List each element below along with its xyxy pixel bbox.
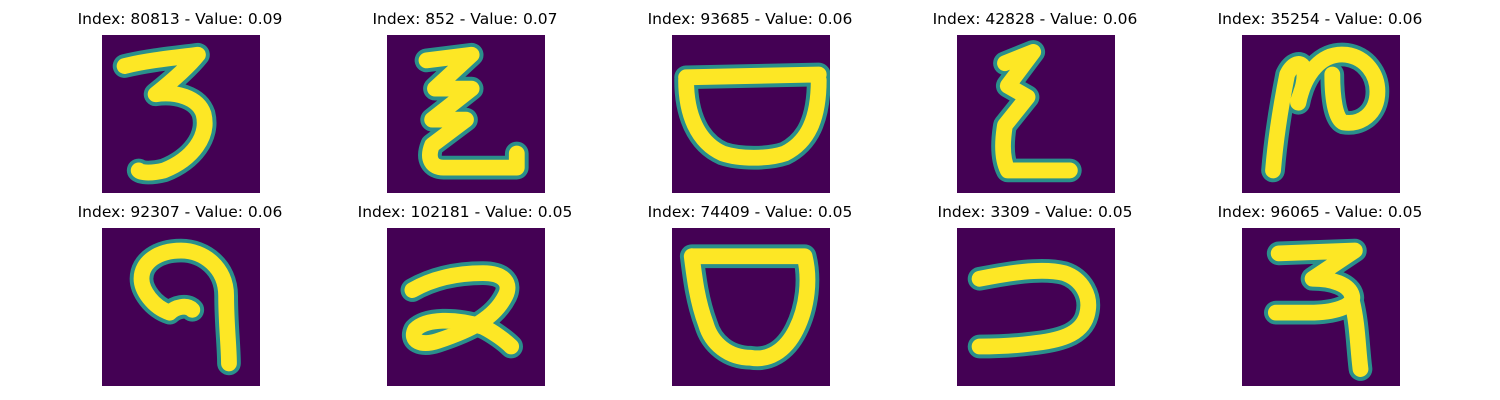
- panel-title: Index: 96065 - Value: 0.05: [1190, 203, 1450, 225]
- glyph-digit-3: [102, 35, 260, 193]
- panel-7: Index: 102181 - Value: 0.05: [335, 203, 595, 383]
- panel-title: Index: 92307 - Value: 0.06: [50, 203, 310, 225]
- glyph-looped-2: [387, 228, 545, 386]
- panel-9: Index: 3309 - Value: 0.05: [905, 203, 1165, 383]
- glyph-reverse-c: [957, 228, 1115, 386]
- panel-8: Index: 74409 - Value: 0.05: [620, 203, 880, 383]
- digit-image: [672, 35, 830, 193]
- glyph-loop-n: [1242, 35, 1400, 193]
- digit-image: [672, 228, 830, 386]
- glyph-cup: [672, 228, 830, 386]
- panel-title: Index: 3309 - Value: 0.05: [905, 203, 1165, 225]
- digit-image: [387, 228, 545, 386]
- glyph-bowl: [672, 35, 830, 193]
- panel-1: Index: 80813 - Value: 0.09: [50, 10, 310, 190]
- glyph-ra: [1242, 228, 1400, 386]
- digit-image: [957, 228, 1115, 386]
- digit-image: [102, 228, 260, 386]
- glyph-zigzag-z: [387, 35, 545, 193]
- digit-image: [1242, 35, 1400, 193]
- panel-title: Index: 80813 - Value: 0.09: [50, 10, 310, 32]
- panel-title: Index: 42828 - Value: 0.06: [905, 10, 1165, 32]
- panel-title: Index: 852 - Value: 0.07: [335, 10, 595, 32]
- panel-2: Index: 852 - Value: 0.07: [335, 10, 595, 190]
- glyph-small-zigzag: [957, 35, 1115, 193]
- panel-10: Index: 96065 - Value: 0.05: [1190, 203, 1450, 383]
- panel-3: Index: 93685 - Value: 0.06: [620, 10, 880, 190]
- panel-title: Index: 35254 - Value: 0.06: [1190, 10, 1450, 32]
- digit-image: [102, 35, 260, 193]
- panel-4: Index: 42828 - Value: 0.06: [905, 10, 1165, 190]
- digit-image: [1242, 228, 1400, 386]
- panel-title: Index: 74409 - Value: 0.05: [620, 203, 880, 225]
- panel-title: Index: 93685 - Value: 0.06: [620, 10, 880, 32]
- panel-6: Index: 92307 - Value: 0.06: [50, 203, 310, 383]
- panel-title: Index: 102181 - Value: 0.05: [335, 203, 595, 225]
- digit-image: [387, 35, 545, 193]
- panel-5: Index: 35254 - Value: 0.06: [1190, 10, 1450, 190]
- glyph-hook-9: [102, 228, 260, 386]
- digit-image: [957, 35, 1115, 193]
